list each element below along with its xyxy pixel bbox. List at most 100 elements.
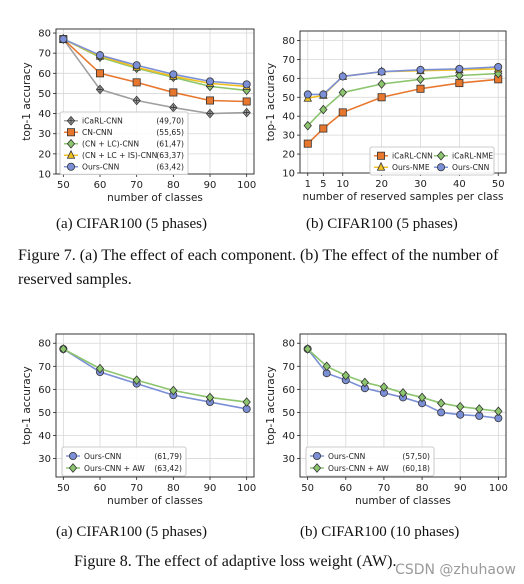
data-point	[132, 375, 141, 385]
data-point	[59, 35, 68, 44]
caption-a7: (a) CIFAR100 (5 phases)	[56, 216, 207, 232]
legend-score: (61,47)	[156, 140, 184, 149]
legend-marker	[377, 151, 386, 160]
plot-frame	[55, 333, 255, 478]
y-tick-label: 50	[282, 408, 295, 419]
data-point	[96, 69, 105, 78]
y-tick-label: 10	[282, 169, 295, 180]
y-tick-label: 50	[282, 93, 295, 104]
x-tick-label: 70	[130, 483, 143, 494]
series-ours-cnn-aw	[303, 344, 503, 417]
x-axis-label: number of classes	[107, 495, 203, 507]
legend-marker	[69, 451, 78, 460]
x-tick-label: 60	[94, 483, 107, 494]
x-tick-label: 50	[57, 180, 70, 191]
legend-box	[369, 146, 495, 176]
legend-score: (60,18)	[402, 464, 430, 473]
x-tick-label: 20	[375, 179, 388, 190]
series-line	[307, 68, 499, 100]
caption-a8: (a) CIFAR100 (5 phases)	[56, 524, 207, 540]
y-tick-label: 60	[282, 385, 295, 396]
legend-label: Ours-CNN	[328, 452, 365, 461]
y-tick-label: 20	[282, 150, 295, 161]
data-point	[455, 64, 464, 73]
legend-item: Ours-CNN (57,50)	[310, 452, 430, 461]
data-point	[416, 65, 425, 74]
data-point	[242, 397, 251, 407]
legend-item: iCaRL-NME	[434, 150, 493, 161]
legend-marker	[376, 161, 386, 171]
data-point	[360, 377, 369, 388]
series-line	[62, 38, 247, 88]
y-tick-label: 70	[38, 362, 51, 373]
legend-score: (61,79)	[154, 452, 182, 461]
legend-marker	[66, 138, 76, 149]
legend-box	[61, 446, 187, 477]
legend-item: Ours-NME	[374, 161, 430, 172]
x-tick-label: 90	[204, 180, 217, 191]
legend: iCaRL-CNN (49,70)CN-CNN (55,65)(CN + LC)-C…	[59, 111, 189, 175]
x-tick-label: 80	[167, 180, 180, 191]
series-line	[63, 38, 247, 86]
x-tick-label: 70	[378, 483, 391, 494]
y-tick-label: 70	[38, 49, 51, 60]
data-point	[205, 96, 214, 105]
y-axis-label: top-1 accuracy	[265, 63, 277, 141]
legend-marker	[68, 463, 78, 473]
x-axis-label: number of classes	[107, 192, 203, 204]
legend: Ours-CNN (57,50) Ours-CNN + AW (60,18)	[305, 446, 435, 477]
data-point	[494, 62, 503, 71]
data-point	[341, 370, 350, 381]
x-tick-label: 100	[237, 483, 256, 494]
legend-item: Ours-CNN + AW (63,42)	[66, 463, 182, 473]
data-point	[169, 385, 178, 396]
data-point	[377, 67, 386, 76]
data-point	[398, 387, 408, 398]
series-line	[62, 348, 247, 403]
y-tick-label: 80	[38, 29, 51, 40]
series-ours-cnn	[303, 344, 503, 423]
data-point	[379, 382, 389, 392]
data-point	[132, 61, 141, 70]
data-point	[242, 107, 251, 118]
y-tick-label: 80	[38, 339, 51, 350]
legend-item: Ours-CNN + AW (60,18)	[310, 463, 430, 473]
data-point	[242, 97, 251, 106]
y-axis-label: top-1 accuracy	[21, 366, 33, 444]
y-tick-label: 80	[282, 339, 295, 350]
series-line	[62, 348, 247, 410]
legend-item: iCaRL-CNN	[374, 152, 433, 161]
legend-label: Ours-NME	[392, 163, 430, 172]
legend-marker	[67, 162, 76, 171]
data-point	[377, 79, 386, 89]
chart-b8: 30 40 50 60 70 80 50 60 70 80 90 100 number of class…	[265, 333, 508, 507]
data-point	[322, 361, 331, 372]
legend-item: Ours-CNN	[434, 163, 489, 172]
x-tick-label: 10	[336, 179, 349, 190]
grid	[300, 334, 506, 477]
legend: iCaRL-CNN iCaRL-NME Ours-NME Ours-CNN	[369, 146, 495, 176]
data-point	[455, 70, 464, 81]
series-icarl-nme	[303, 68, 503, 131]
data-point	[96, 51, 105, 60]
data-point	[494, 406, 503, 417]
x-tick-label: 50	[492, 179, 505, 190]
data-point	[475, 404, 484, 414]
x-tick-label: 80	[416, 483, 429, 494]
data-point	[205, 392, 215, 403]
legend-box	[305, 446, 435, 477]
legend-label: Ours-CNN	[82, 163, 119, 172]
y-tick-label: 50	[38, 89, 51, 100]
data-point	[303, 90, 312, 99]
watermark: CSDN @zhuhaow	[395, 562, 516, 578]
legend-label: (CN + LC)-CNN	[82, 140, 139, 149]
series-ours-cnn-aw	[59, 344, 251, 407]
data-point	[455, 79, 464, 88]
x-tick-label: 50	[301, 483, 314, 494]
data-point	[456, 401, 465, 412]
y-tick-label: 20	[38, 149, 51, 160]
data-point	[437, 408, 446, 417]
data-point	[242, 80, 251, 89]
legend-label: iCaRL-CNN	[392, 152, 433, 161]
